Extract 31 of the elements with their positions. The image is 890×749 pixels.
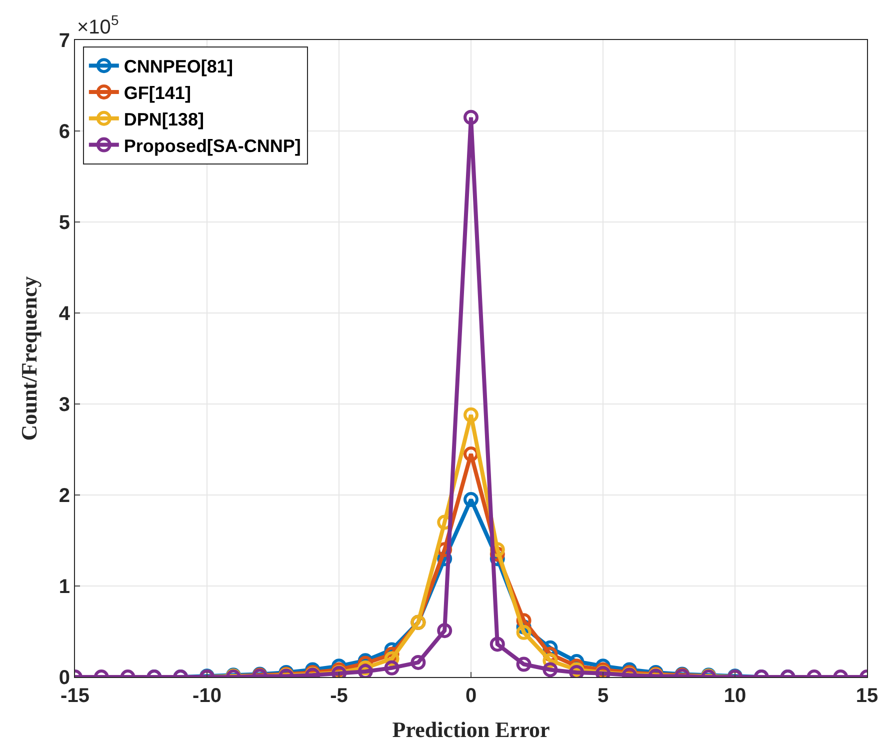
- x-tick-label: 10: [724, 685, 746, 707]
- point: [410, 654, 426, 670]
- point: [464, 492, 478, 508]
- y-tick-label: 6: [58, 121, 70, 143]
- y-tick-label: 4: [58, 303, 71, 325]
- legend-label: DPN[138]: [124, 109, 204, 130]
- point: [516, 656, 532, 672]
- x-axis-title: Prediction Error: [392, 716, 550, 742]
- x-tick-label: -5: [330, 685, 348, 707]
- y-tick-label: 1: [58, 576, 70, 598]
- y-tick-label: 5: [58, 212, 70, 234]
- point: [384, 660, 400, 676]
- point: [437, 623, 452, 638]
- legend-label: Proposed[SA-CNNP]: [124, 136, 301, 156]
- point: [358, 664, 373, 677]
- y-tick-label: 2: [58, 485, 70, 507]
- legend-label: CNNPEO[81]: [124, 56, 233, 77]
- y-axis-title: Count/Frequency: [16, 276, 42, 441]
- x-tick-label: -10: [192, 685, 222, 707]
- x-tick-label: 15: [856, 685, 878, 707]
- point: [516, 624, 532, 640]
- x-tick-label: 5: [597, 685, 609, 707]
- point: [490, 636, 505, 652]
- x-tick-label: 0: [465, 685, 477, 707]
- legend-label: GF[141]: [124, 82, 191, 103]
- point: [464, 110, 478, 125]
- point: [542, 662, 558, 677]
- text: ×10$^{5}$: [77, 12, 119, 38]
- point: [464, 407, 478, 422]
- y-tick-label: 7: [58, 30, 70, 52]
- y-tick-label: 3: [58, 394, 70, 416]
